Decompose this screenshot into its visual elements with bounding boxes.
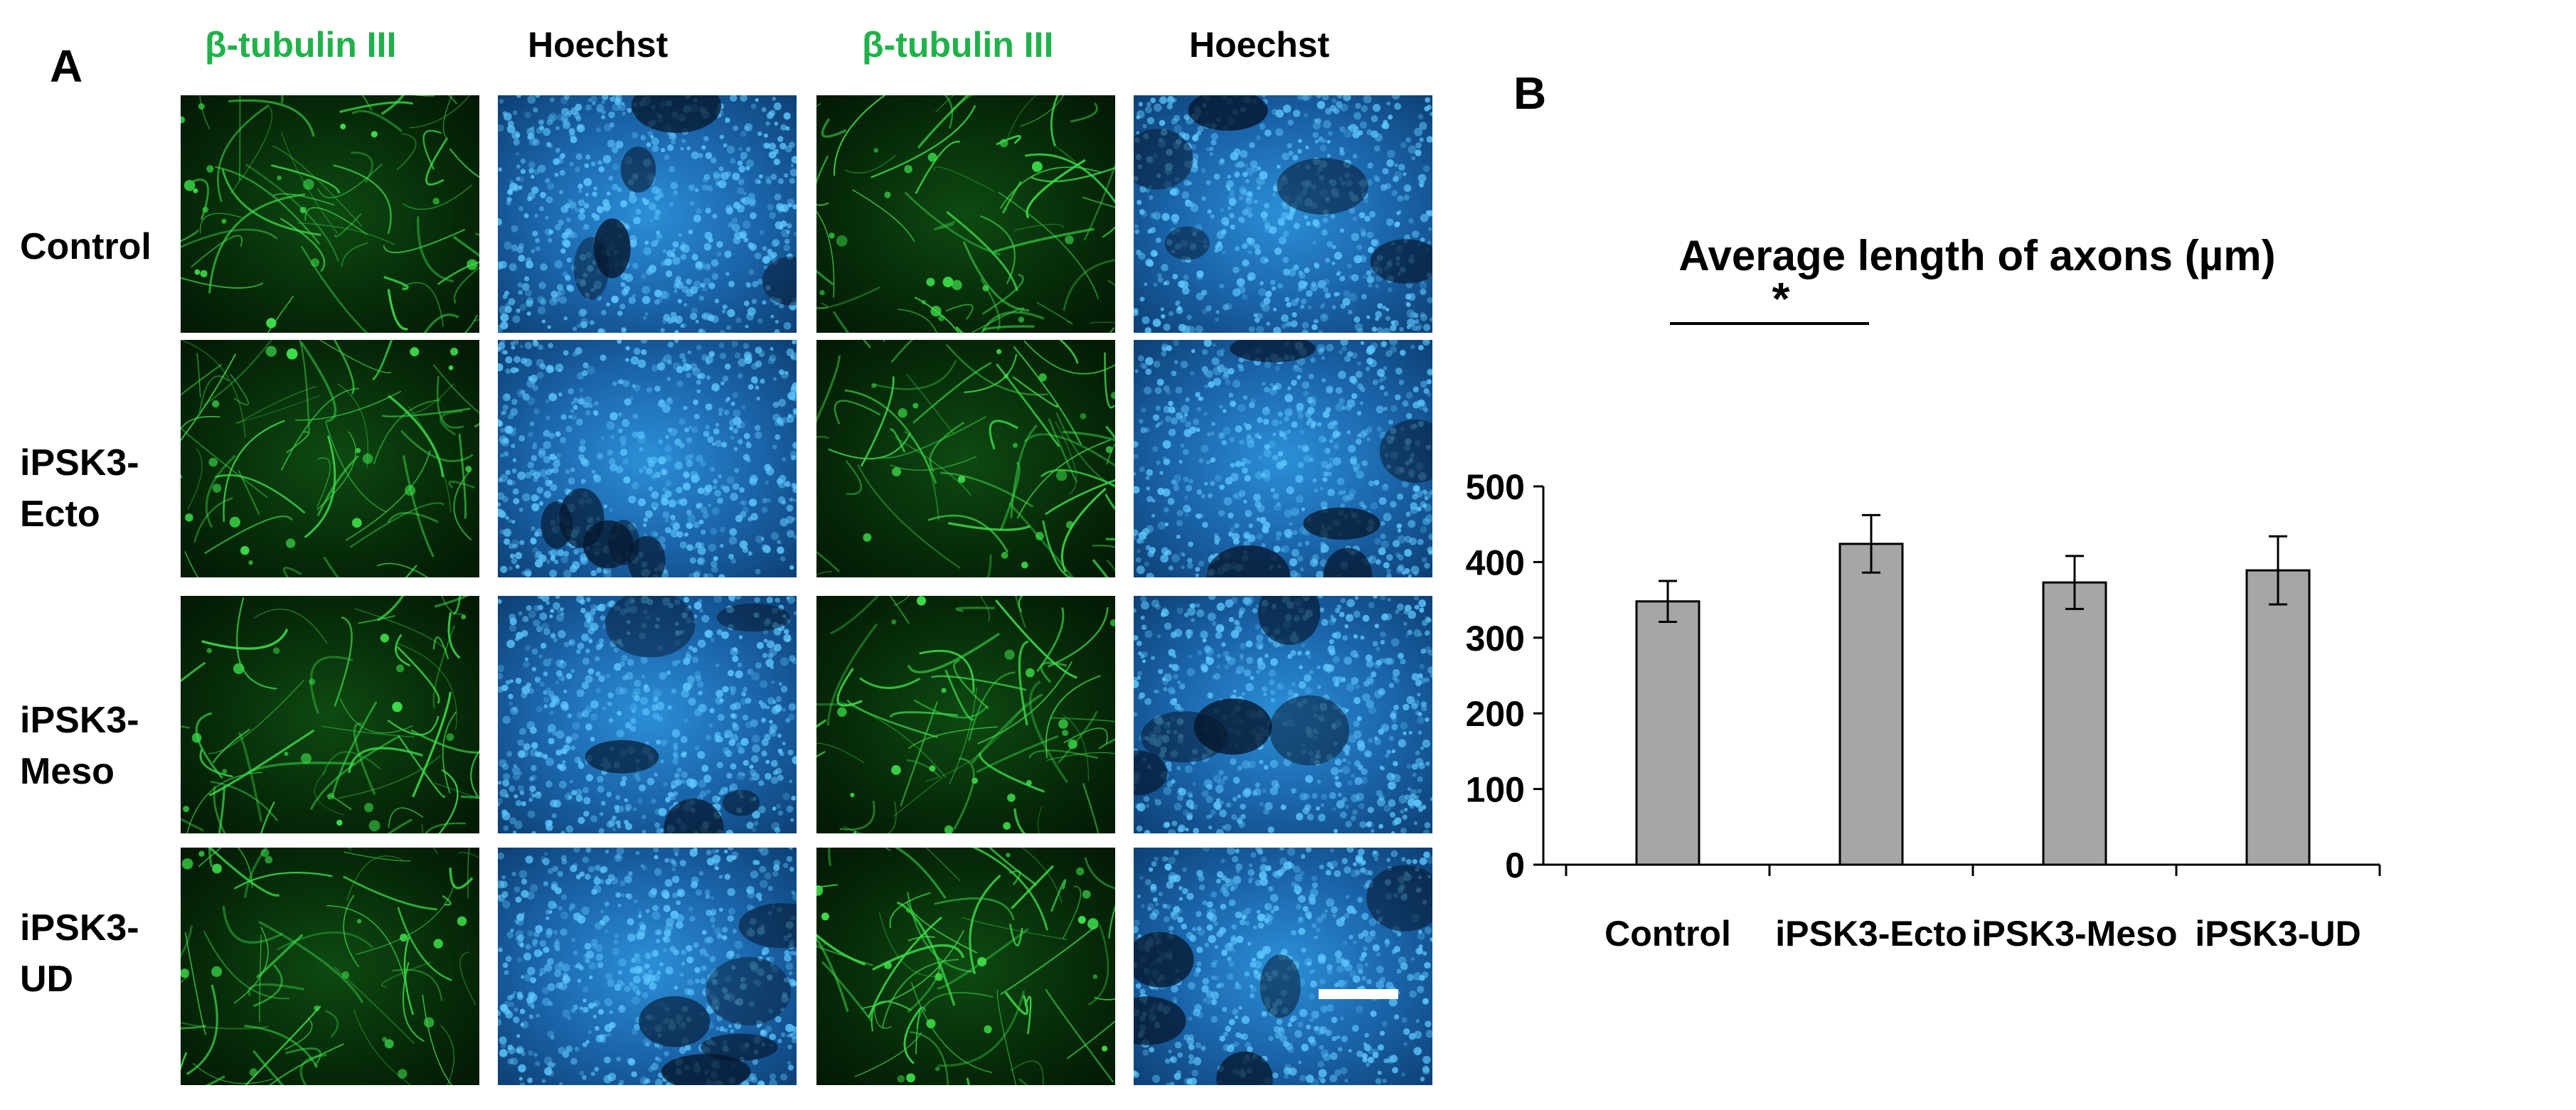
micrograph-ud-hoechst-2	[1134, 848, 1432, 1085]
micrograph-meso-tubulin-2	[816, 596, 1115, 833]
row-label-ecto-line-1: iPSK3-	[20, 442, 139, 484]
micrograph-control-hoechst-1	[498, 95, 797, 333]
row-label-ecto: iPSK3- Ecto	[20, 437, 139, 540]
micrograph-ud-tubulin-1	[181, 848, 479, 1085]
panel-b-letter: B	[1513, 68, 1547, 119]
x-category-label-2: iPSK3-Meso	[1972, 914, 2178, 954]
micrograph-control-tubulin-2	[816, 95, 1115, 333]
row-label-ecto-line-2: Ecto	[20, 493, 100, 535]
scale-bar	[1319, 989, 1398, 999]
y-tick-label-5: 500	[1466, 467, 1525, 507]
x-category-label-1: iPSK3-Ecto	[1775, 914, 1967, 954]
y-tick-label-4: 400	[1466, 543, 1525, 582]
col-label-tubulin-1: β-tubulin III	[205, 25, 397, 65]
micrograph-control-tubulin-1	[181, 95, 479, 333]
col-label-hoechst-2: Hoechst	[1189, 25, 1330, 65]
row-label-meso-line-2: Meso	[20, 751, 115, 792]
x-category-label-0: Control	[1604, 914, 1731, 954]
micrograph-meso-hoechst-1	[498, 596, 797, 833]
row-label-ud: iPSK3- UD	[20, 902, 139, 1005]
panel-a-letter: A	[50, 41, 83, 92]
col-label-tubulin-2: β-tubulin III	[862, 25, 1054, 65]
bar-2	[2042, 581, 2107, 866]
micrograph-meso-hoechst-2	[1134, 596, 1432, 833]
y-tick-label-0: 0	[1505, 845, 1525, 885]
bar-chart: Average length of axons (µm) 0 100 200 300 40…	[1466, 232, 2381, 954]
micrograph-ud-tubulin-2	[816, 848, 1115, 1085]
y-tick-label-2: 200	[1466, 694, 1525, 734]
x-category-label-3: iPSK3-UD	[2195, 914, 2361, 954]
y-tick-label-3: 300	[1466, 619, 1525, 658]
bar-3	[2245, 569, 2311, 866]
y-tick-label-1: 100	[1466, 770, 1525, 810]
micrograph-control-hoechst-2	[1134, 95, 1432, 333]
micrograph-ecto-tubulin-2	[816, 340, 1115, 577]
row-label-ud-line-1: iPSK3-	[20, 907, 139, 949]
micrograph-ecto-tubulin-1	[181, 340, 479, 577]
row-label-meso-line-1: iPSK3-	[20, 700, 139, 741]
micrograph-ud-hoechst-1	[498, 848, 797, 1085]
row-label-meso: iPSK3- Meso	[20, 695, 139, 797]
chart-title: Average length of axons (µm)	[1678, 232, 2275, 279]
micrograph-ecto-hoechst-2	[1134, 340, 1432, 577]
row-label-ud-line-2: UD	[20, 959, 74, 1000]
bar-0	[1635, 600, 1701, 866]
bar-1	[1838, 543, 1904, 866]
significance-star: *	[1772, 273, 1790, 324]
row-label-control-line-1: Control	[20, 226, 151, 267]
micrograph-ecto-hoechst-1	[498, 340, 797, 577]
row-label-control: Control	[20, 221, 151, 272]
col-label-hoechst-1: Hoechst	[528, 25, 669, 65]
micrograph-meso-tubulin-1	[181, 596, 479, 833]
